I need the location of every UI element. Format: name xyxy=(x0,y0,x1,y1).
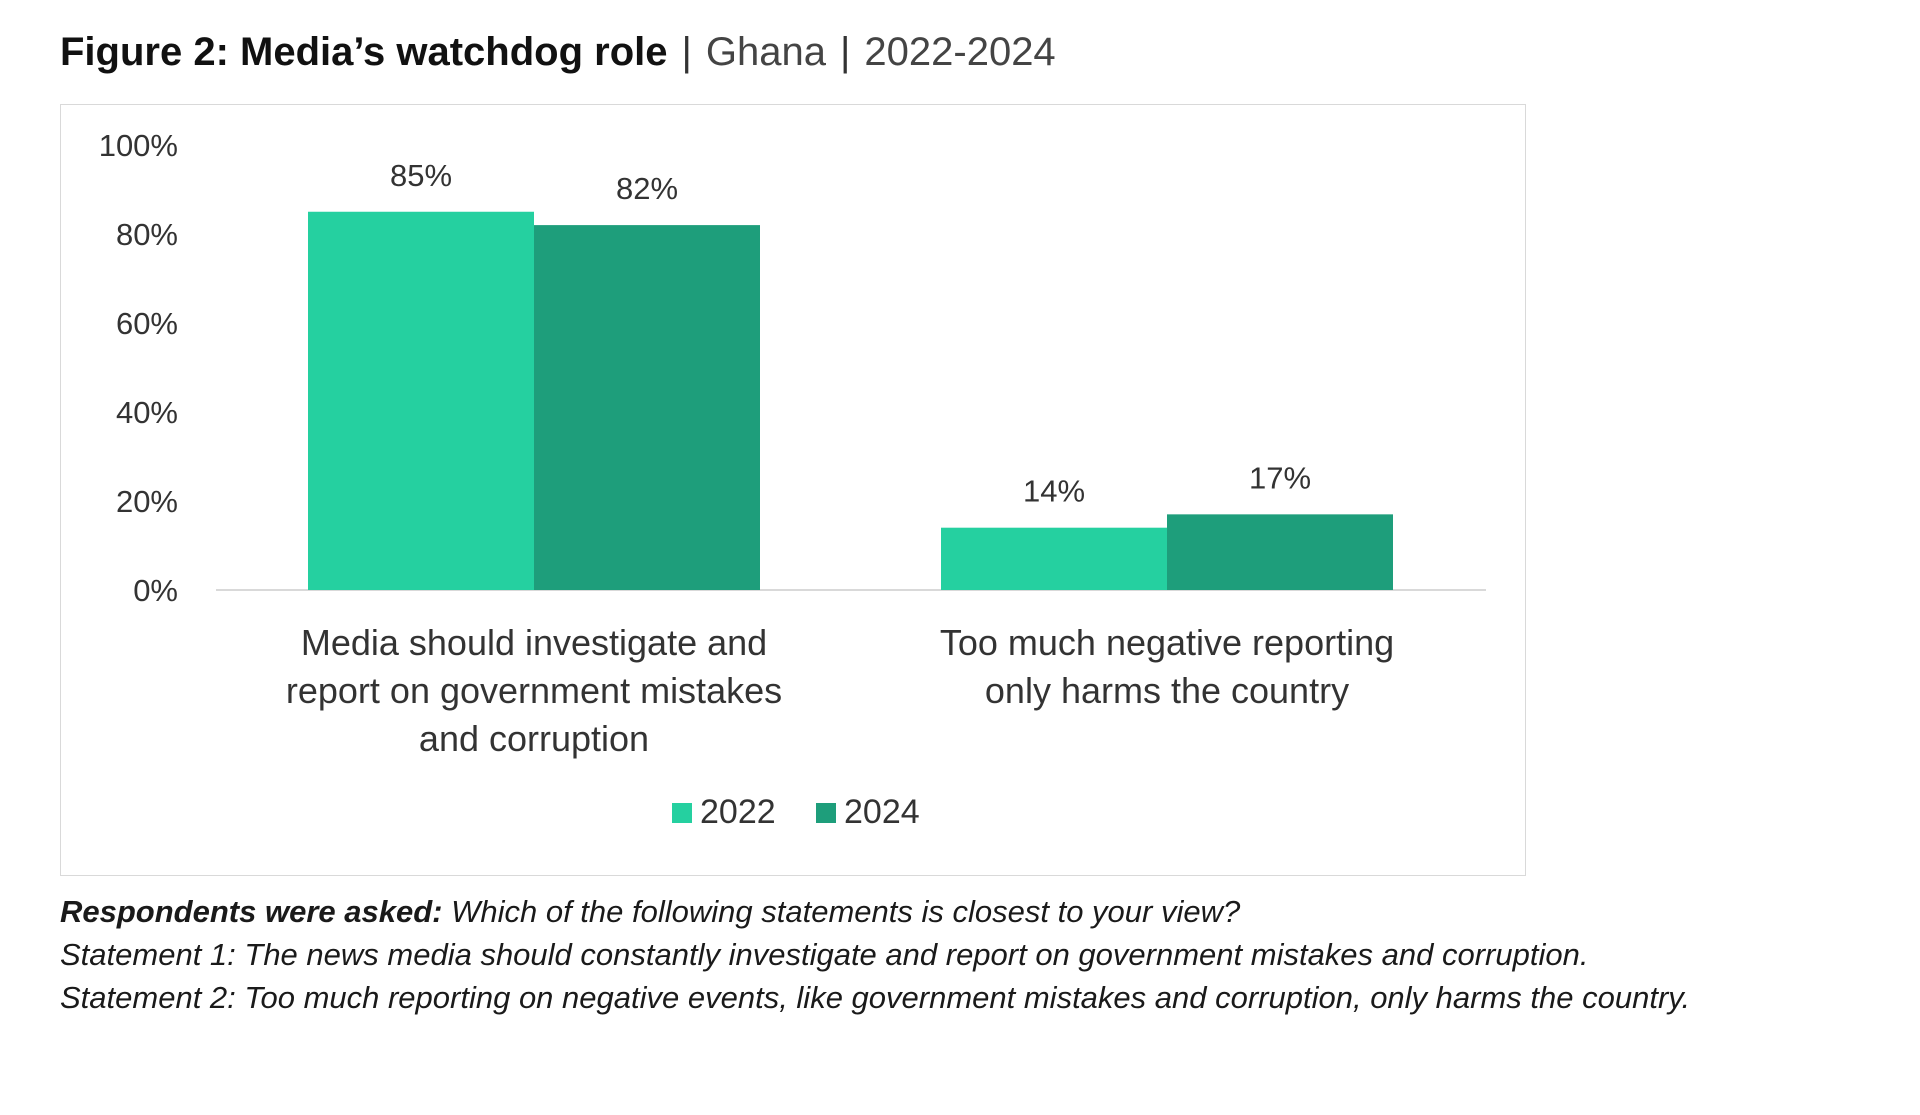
data-label: 85% xyxy=(390,158,452,193)
question-label: Respondents were asked: xyxy=(60,894,443,929)
bar-2024-2 xyxy=(1167,514,1393,590)
data-label: 82% xyxy=(616,171,678,206)
legend-swatch-2022 xyxy=(672,803,692,823)
question-line: Respondents were asked: Which of the fol… xyxy=(60,890,1780,933)
bar-2022-1 xyxy=(308,211,534,590)
category-label: and corruption xyxy=(419,718,649,759)
title-main: Figure 2: Media’s watchdog role xyxy=(60,30,668,74)
y-tick-label: 80% xyxy=(116,217,178,252)
legend-label: 2024 xyxy=(844,793,920,831)
title-separator: | xyxy=(681,30,692,74)
category-label: Media should investigate and xyxy=(301,622,767,663)
category-label: report on government mistakes xyxy=(286,670,782,711)
y-tick-label: 40% xyxy=(116,395,178,430)
title-years: 2022-2024 xyxy=(864,30,1056,74)
data-label: 14% xyxy=(1023,474,1085,509)
y-tick-label: 20% xyxy=(116,484,178,519)
legend-swatch-2024 xyxy=(816,803,836,823)
bar-chart: 0% 20% 40% 60% 80% 100% 85% 82% Media should inv… xyxy=(99,128,1486,831)
title-separator: | xyxy=(840,30,851,74)
category-label: only harms the country xyxy=(985,670,1349,711)
bar-2022-2 xyxy=(941,527,1167,590)
statement-1: Statement 1: The news media should const… xyxy=(60,937,1589,972)
chart-panel: 0% 20% 40% 60% 80% 100% 85% 82% Media should inv… xyxy=(60,104,1526,876)
y-tick-label: 60% xyxy=(116,306,178,341)
title-country: Ghana xyxy=(705,30,826,74)
bar-2024-1 xyxy=(534,225,760,590)
question-text: Which of the following statements is clo… xyxy=(451,894,1241,929)
category-label: Too much negative reporting xyxy=(940,622,1394,663)
y-tick-label: 100% xyxy=(99,128,178,163)
y-tick-label: 0% xyxy=(133,573,178,608)
statement-2: Statement 2: Too much reporting on negat… xyxy=(60,980,1691,1015)
figure-title: Figure 2: Media’s watchdog role | Ghana | 20… xyxy=(60,28,1056,76)
chart-notes: Respondents were asked: Which of the fol… xyxy=(60,890,1780,1019)
data-label: 17% xyxy=(1249,460,1311,495)
legend-label: 2022 xyxy=(700,793,776,831)
